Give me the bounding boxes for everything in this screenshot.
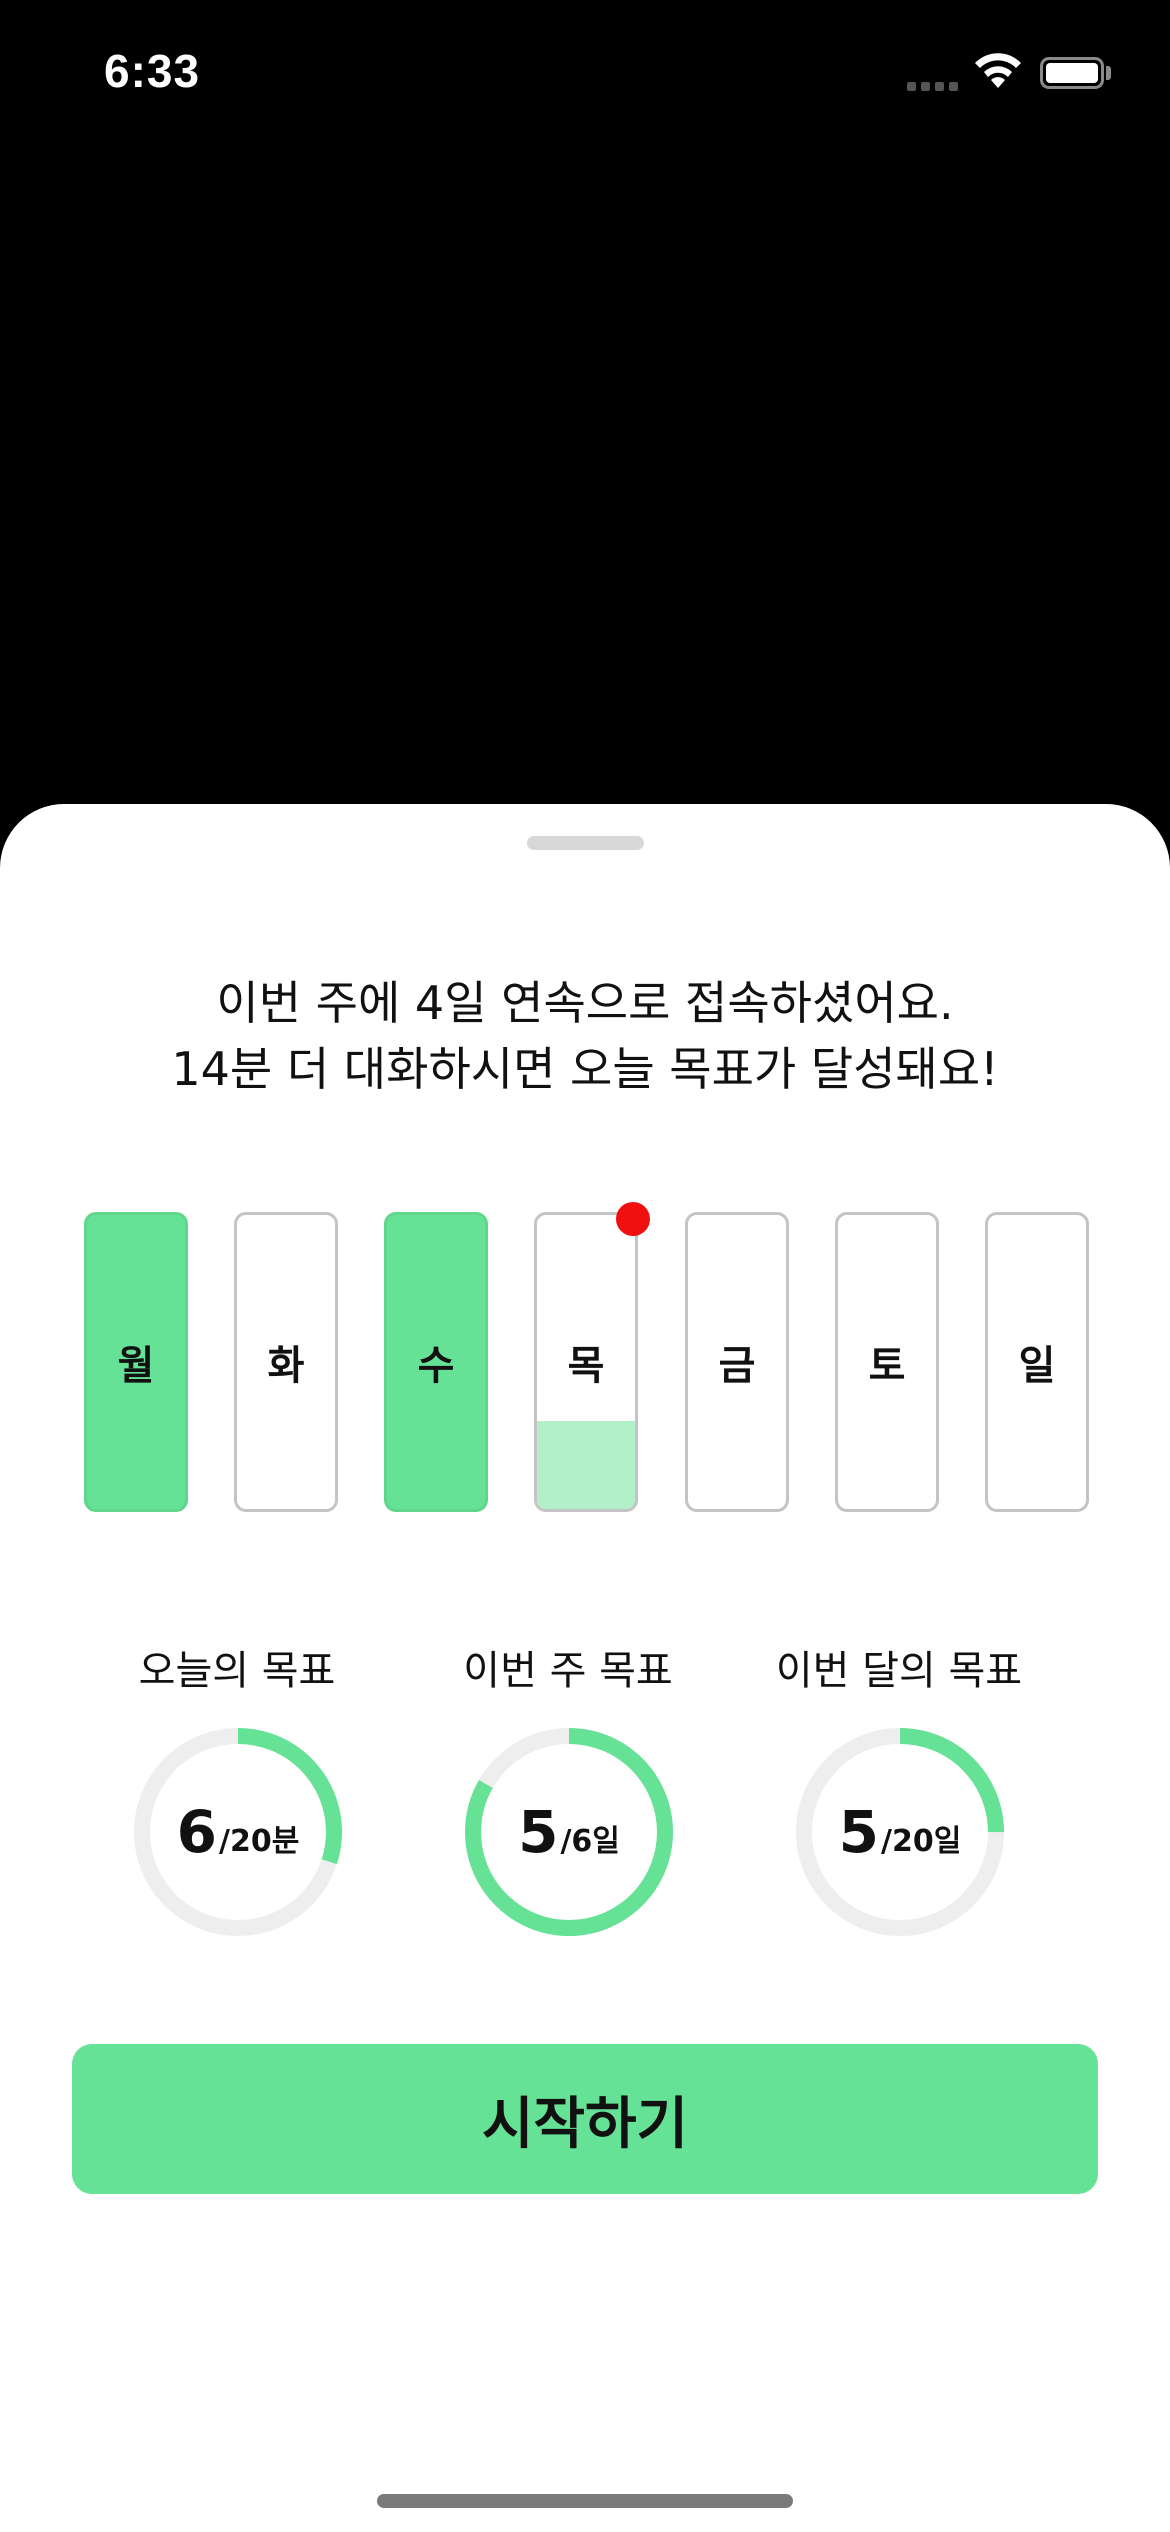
goal-current: 6 — [176, 1798, 218, 1866]
today-indicator-dot — [616, 1202, 650, 1236]
goal-current: 5 — [518, 1798, 559, 1866]
day-label: 일 — [1018, 1343, 1056, 1389]
weekly-attendance: 월 화 수 목 금 토 일 — [0, 1202, 1170, 1516]
day-thu: 목 — [534, 1212, 638, 1512]
goal-value: 5 /20일 — [794, 1726, 1006, 1938]
goal-progress-ring — [465, 1728, 673, 1936]
goal-current: 5 — [838, 1798, 880, 1866]
goal-target: /6일 — [560, 1824, 620, 1859]
goal-title: 이번 주 목표 — [463, 1648, 673, 1694]
start-button[interactable]: 시작하기 — [72, 2044, 1098, 2194]
day-label: 화 — [267, 1343, 305, 1389]
day-sat: 토 — [835, 1212, 939, 1512]
day-label: 월 — [117, 1343, 155, 1389]
day-label: 수 — [417, 1343, 455, 1389]
battery-tip — [1106, 66, 1111, 80]
day-label: 금 — [718, 1343, 756, 1389]
signal-dots-icon — [907, 82, 958, 91]
day-label: 목 — [567, 1343, 605, 1389]
day-fri: 금 — [685, 1212, 789, 1512]
goal-value: 5 /6일 — [463, 1726, 675, 1938]
day-wed: 수 — [384, 1212, 488, 1512]
day-tue: 화 — [234, 1212, 338, 1512]
home-indicator — [377, 2494, 793, 2508]
battery-icon — [1040, 57, 1104, 89]
message-line-1: 이번 주에 4일 연속으로 접속하셨어요. — [216, 976, 954, 1030]
day-label: 토 — [868, 1343, 906, 1389]
bottom-sheet: 이번 주에 4일 연속으로 접속하셨어요. 14분 더 대화하시면 오늘 목표가… — [0, 804, 1170, 2532]
message-line-2: 14분 더 대화하시면 오늘 목표가 달성돼요! — [171, 1042, 999, 1096]
day-progress-fill — [537, 1420, 635, 1509]
goal-title: 이번 달의 목표 — [775, 1648, 1023, 1694]
goal-weekly: 이번 주 목표 5 /6일 — [403, 1638, 733, 1958]
wifi-icon — [975, 53, 1021, 88]
goal-value: 6 /20분 — [132, 1726, 344, 1938]
goal-target: /20일 — [881, 1824, 962, 1859]
goal-progress-ring — [134, 1728, 342, 1936]
day-sun: 일 — [985, 1212, 1089, 1512]
streak-message: 이번 주에 4일 연속으로 접속하셨어요. 14분 더 대화하시면 오늘 목표가… — [0, 970, 1170, 1102]
goal-progress-ring — [796, 1728, 1004, 1936]
sheet-grabber[interactable] — [527, 836, 644, 850]
day-mon: 월 — [84, 1212, 188, 1512]
goal-monthly: 이번 달의 목표 5 /20일 — [734, 1638, 1064, 1958]
goal-title: 오늘의 목표 — [138, 1648, 336, 1694]
goal-daily: 오늘의 목표 6 /20분 — [72, 1638, 402, 1958]
status-time: 6:33 — [104, 45, 201, 97]
goal-target: /20분 — [219, 1824, 300, 1859]
